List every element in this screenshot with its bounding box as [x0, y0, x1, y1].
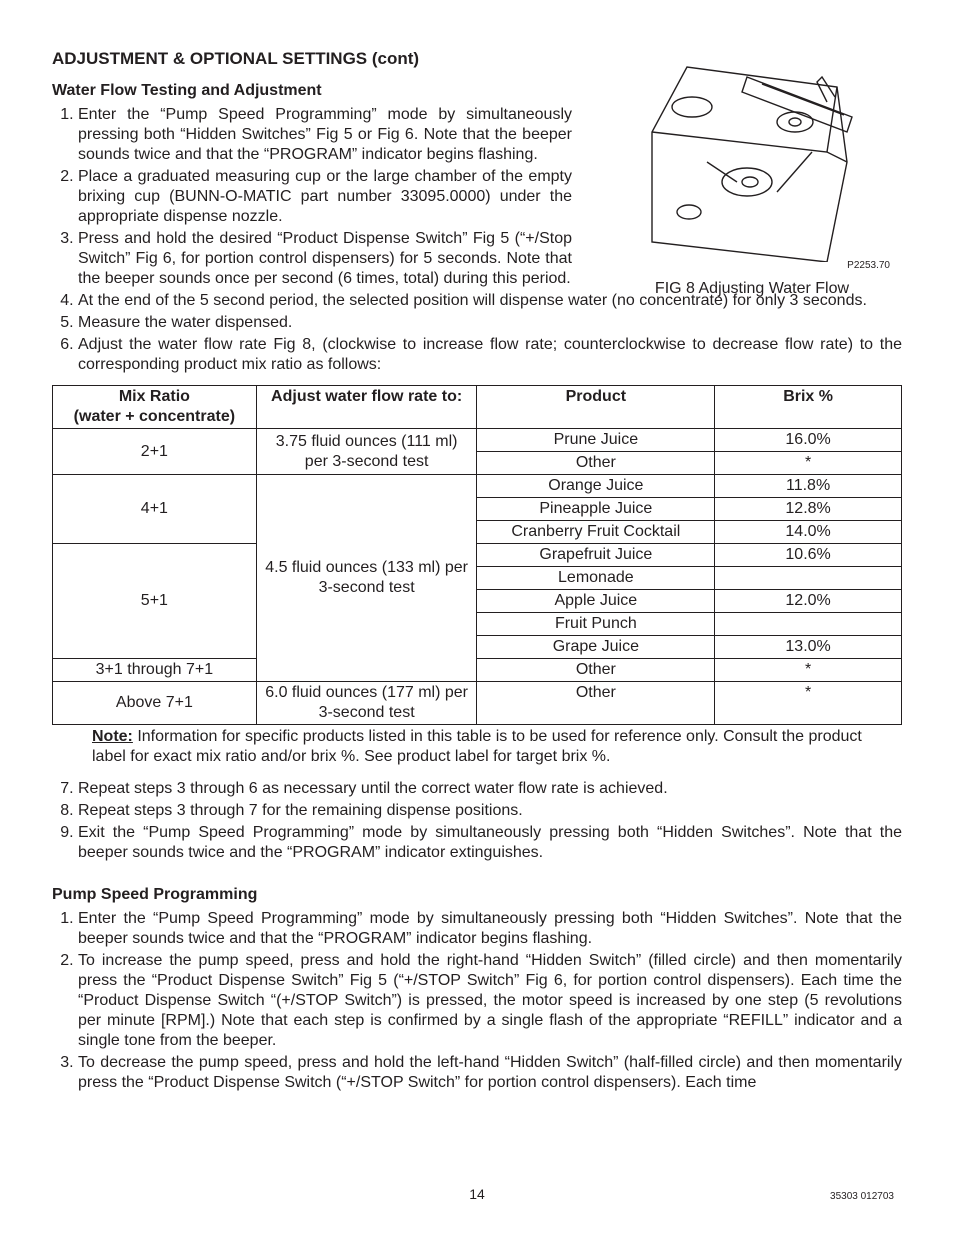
cell-product: Other [477, 659, 715, 682]
note-label: Note: [92, 728, 133, 745]
cell-brix: 11.8% [715, 475, 902, 498]
mix-ratio-table: Mix Ratio(water + concentrate) Adjust wa… [52, 385, 902, 725]
cell-brix [715, 613, 902, 636]
step: Measure the water dispensed. [78, 313, 902, 333]
cell-flow: 6.0 fluid ounces (177 ml) per 3-second t… [256, 682, 477, 725]
footer: 14 35303 012703 [0, 1186, 954, 1204]
cell-product: Grape Juice [477, 636, 715, 659]
cell-product: Grapefruit Juice [477, 544, 715, 567]
th-brix: Brix % [715, 386, 902, 429]
cell-product: Orange Juice [477, 475, 715, 498]
figure-caption: FIG 8 Adjusting Water Flow [602, 279, 902, 299]
table-row: Above 7+16.0 fluid ounces (177 ml) per 3… [53, 682, 902, 725]
cell-ratio: 5+1 [53, 544, 257, 659]
step: Enter the “Pump Speed Programming” mode … [78, 909, 902, 949]
cell-flow: 3.75 fluid ounces (111 ml) per 3-second … [256, 429, 477, 475]
cell-product: Other [477, 452, 715, 475]
cell-product: Prune Juice [477, 429, 715, 452]
cell-ratio: 3+1 through 7+1 [53, 659, 257, 682]
table-note: Note: Information for specific products … [92, 727, 862, 767]
water-flow-diagram-icon [647, 62, 857, 262]
cell-flow: 4.5 fluid ounces (133 ml) per 3-second t… [256, 475, 477, 682]
cell-ratio: Above 7+1 [53, 682, 257, 725]
cell-product: Pineapple Juice [477, 498, 715, 521]
cell-brix: 16.0% [715, 429, 902, 452]
step: Adjust the water flow rate Fig 8, (clock… [78, 335, 902, 375]
step: To decrease the pump speed, press and ho… [78, 1053, 902, 1093]
th-ratio: Mix Ratio(water + concentrate) [53, 386, 257, 429]
cell-product: Lemonade [477, 567, 715, 590]
step: Exit the “Pump Speed Programming” mode b… [78, 823, 902, 863]
cell-ratio: 4+1 [53, 475, 257, 544]
th-flow: Adjust water flow rate to: [256, 386, 477, 429]
page: ADJUSTMENT & OPTIONAL SETTINGS (cont) P2… [0, 0, 954, 1235]
table-row: 2+13.75 fluid ounces (111 ml) per 3-seco… [53, 429, 902, 452]
doc-number: 35303 012703 [830, 1191, 894, 1204]
note-text: Information for specific products listed… [92, 728, 862, 765]
figure-8: P2253.70 FIG 8 Adjusting Water Flow [602, 62, 902, 299]
step: Repeat steps 3 through 6 as necessary un… [78, 779, 902, 799]
steps-list-b: Enter the “Pump Speed Programming” mode … [52, 909, 902, 1093]
cell-brix: * [715, 659, 902, 682]
step: Repeat steps 3 through 7 for the remaini… [78, 801, 902, 821]
cell-brix: 14.0% [715, 521, 902, 544]
table-row: 3+1 through 7+1 Other* [53, 659, 902, 682]
cell-brix: 10.6% [715, 544, 902, 567]
page-number: 14 [0, 1186, 954, 1204]
cell-ratio: 2+1 [53, 429, 257, 475]
table-row: 5+1Grapefruit Juice10.6% [53, 544, 902, 567]
cell-brix: 12.8% [715, 498, 902, 521]
steps-list-a-after: Repeat steps 3 through 6 as necessary un… [52, 779, 902, 863]
cell-brix [715, 567, 902, 590]
step: To increase the pump speed, press and ho… [78, 951, 902, 1051]
steps-list-a-wide: At the end of the 5 second period, the s… [52, 291, 902, 375]
section-b-heading: Pump Speed Programming [52, 885, 902, 905]
cell-brix: * [715, 682, 902, 725]
cell-product: Fruit Punch [477, 613, 715, 636]
cell-product: Apple Juice [477, 590, 715, 613]
cell-brix: 13.0% [715, 636, 902, 659]
cell-product: Cranberry Fruit Cocktail [477, 521, 715, 544]
table-row: 4+14.5 fluid ounces (133 ml) per 3-secon… [53, 475, 902, 498]
cell-brix: * [715, 452, 902, 475]
th-product: Product [477, 386, 715, 429]
figure-code: P2253.70 [602, 260, 902, 273]
cell-brix: 12.0% [715, 590, 902, 613]
cell-product: Other [477, 682, 715, 725]
